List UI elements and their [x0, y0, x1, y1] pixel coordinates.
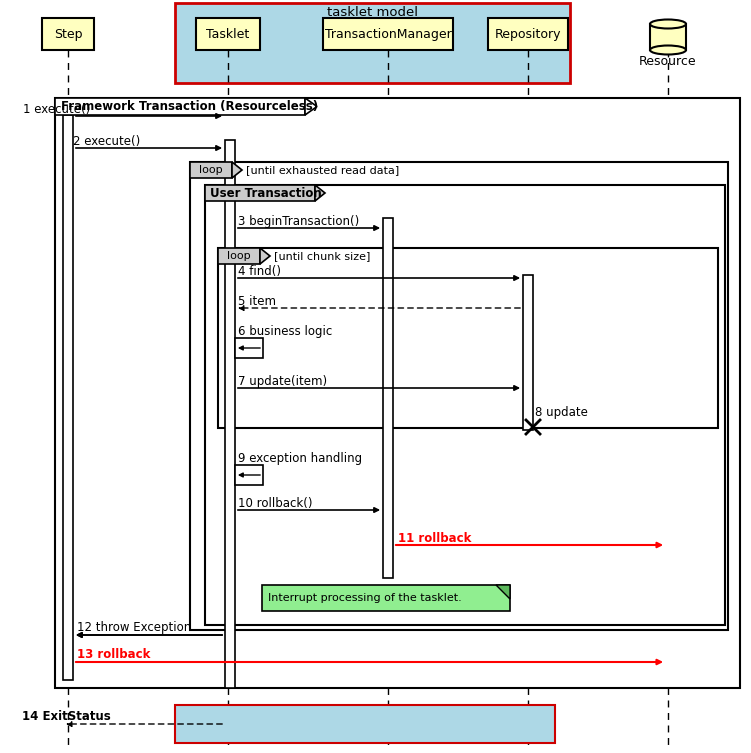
- Bar: [488, 18, 568, 50]
- Bar: [196, 18, 260, 50]
- Text: 6 business logic: 6 business logic: [238, 325, 332, 337]
- Ellipse shape: [650, 20, 686, 29]
- Bar: [55, 98, 305, 115]
- Text: loop: loop: [199, 165, 223, 175]
- Text: Tasklet: Tasklet: [207, 28, 249, 41]
- Text: 14 ExitStatus: 14 ExitStatus: [22, 711, 110, 724]
- Bar: [63, 115, 73, 680]
- Text: 1 execute(): 1 execute(): [23, 102, 90, 115]
- Bar: [323, 18, 453, 50]
- Polygon shape: [496, 585, 510, 599]
- Bar: [218, 248, 718, 428]
- Bar: [205, 185, 725, 625]
- Text: loop: loop: [228, 251, 251, 261]
- Bar: [262, 585, 510, 611]
- Text: User Transaction: User Transaction: [210, 187, 321, 200]
- Text: 10 rollback(): 10 rollback(): [238, 496, 312, 510]
- Polygon shape: [260, 248, 270, 264]
- Text: TransactionManager: TransactionManager: [324, 28, 451, 41]
- Text: Framework Transaction (Resourceless): Framework Transaction (Resourceless): [61, 100, 318, 113]
- Bar: [190, 162, 728, 630]
- Bar: [383, 218, 393, 578]
- Text: 12 throw Exception: 12 throw Exception: [77, 620, 192, 633]
- Bar: [523, 275, 533, 430]
- Polygon shape: [315, 185, 325, 201]
- Text: 13 rollback: 13 rollback: [77, 648, 150, 660]
- Text: 5 item: 5 item: [238, 294, 276, 307]
- Polygon shape: [305, 98, 317, 115]
- Bar: [55, 98, 740, 688]
- Text: 8 update: 8 update: [535, 406, 588, 419]
- Bar: [225, 140, 235, 688]
- Bar: [235, 338, 263, 358]
- Text: 11 rollback: 11 rollback: [398, 532, 472, 544]
- Text: 4 find(): 4 find(): [238, 264, 281, 278]
- Bar: [175, 705, 555, 743]
- Text: 9 exception handling: 9 exception handling: [238, 452, 362, 465]
- Bar: [218, 248, 260, 264]
- Bar: [235, 465, 263, 485]
- Ellipse shape: [650, 45, 686, 54]
- Text: Resource: Resource: [639, 54, 697, 68]
- Bar: [205, 185, 315, 201]
- Bar: [42, 18, 94, 50]
- Text: 2 execute(): 2 execute(): [73, 135, 140, 148]
- Bar: [650, 24, 686, 50]
- Text: [until exhausted read data]: [until exhausted read data]: [246, 165, 400, 175]
- Bar: [175, 3, 570, 83]
- Text: Interrupt processing of the tasklet.: Interrupt processing of the tasklet.: [268, 593, 462, 603]
- Polygon shape: [232, 162, 242, 178]
- Text: [until chunk size]: [until chunk size]: [274, 251, 370, 261]
- Text: 3 beginTransaction(): 3 beginTransaction(): [238, 215, 359, 227]
- Text: Step: Step: [54, 28, 83, 41]
- Text: Repository: Repository: [495, 28, 561, 41]
- Bar: [190, 162, 232, 178]
- Text: 7 update(item): 7 update(item): [238, 374, 327, 388]
- Text: tasklet model: tasklet model: [327, 5, 418, 19]
